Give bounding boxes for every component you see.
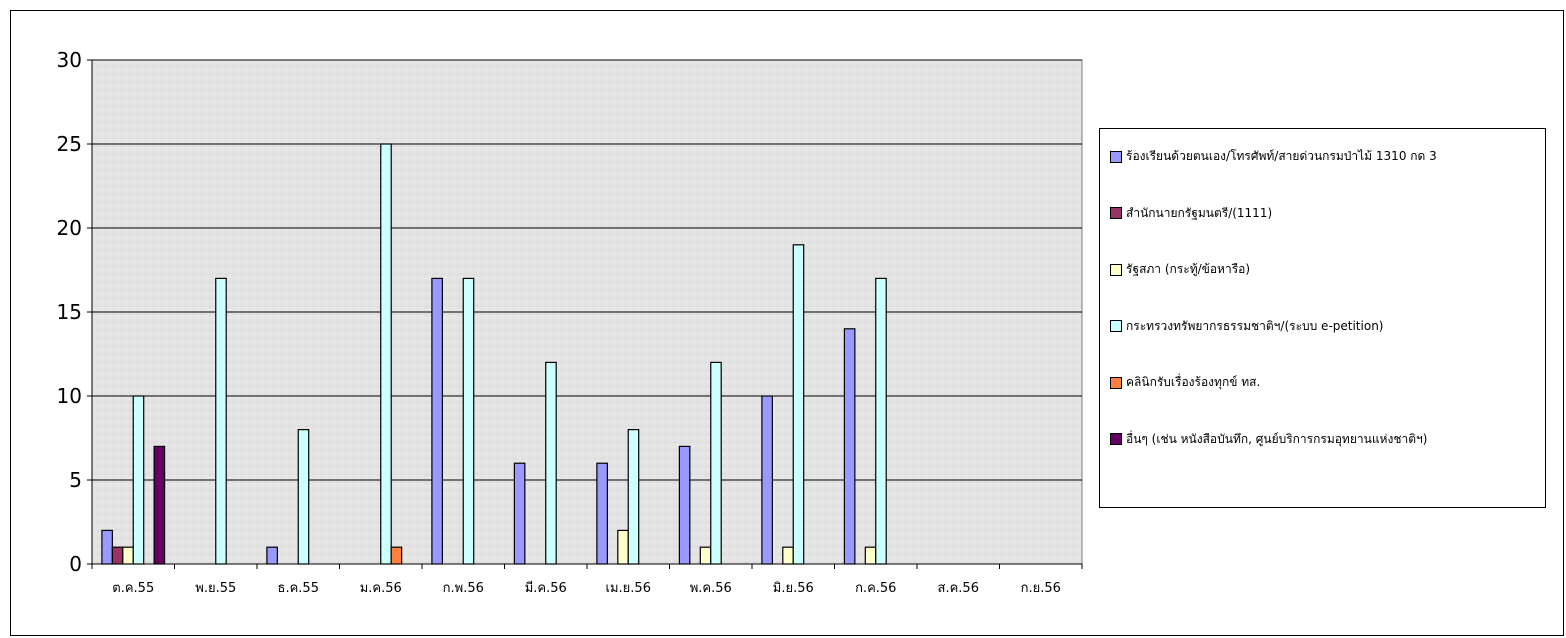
bar (792, 244, 805, 565)
bar (596, 462, 608, 565)
bar (617, 529, 629, 565)
bar (545, 361, 557, 565)
legend-swatch (1110, 207, 1122, 219)
bar (101, 529, 113, 565)
legend-item: อื่นๆ (เช่น หนังสือบันทึก, ศูนย์บริการกร… (1110, 430, 1427, 449)
x-tick-label: ธ.ค.55 (278, 581, 319, 596)
gridlines (92, 59, 1082, 481)
x-tick-label: พ.ค.56 (690, 581, 732, 596)
x-tick-label: ก.พ.56 (443, 581, 484, 596)
x-axis-ticks: ต.ค.55 พ.ย.55 ธ.ค.55 ม.ค.56 ก.พ.56 มี.ค.56 เม.… (91, 564, 1083, 596)
y-tick-label: 25 (57, 132, 82, 156)
bar (390, 546, 403, 565)
bar (380, 143, 392, 565)
y-tick-label: 10 (57, 384, 82, 408)
y-tick-label: 0 (69, 552, 82, 576)
legend-label: สำนักนายกรัฐมนตรี/(1111) (1126, 205, 1273, 220)
bar (627, 429, 640, 565)
legend-swatch (1110, 433, 1122, 445)
legend-swatch (1110, 320, 1122, 332)
x-tick-label: ส.ค.56 (938, 581, 979, 596)
legend-swatch (1110, 150, 1122, 163)
x-tick-label: ก.ค.56 (855, 581, 896, 596)
bar (699, 546, 712, 565)
bar (266, 546, 278, 565)
x-tick-label: มิ.ย.56 (773, 581, 814, 596)
legend-item: ร้องเรียนด้วยตนเอง/โทรศัพท์/สายด่วนกรมป่… (1110, 147, 1437, 166)
legend-label: รัฐสภา (กระทู้/ข้อหารือ) (1126, 262, 1251, 276)
legend-item: สำนักนายกรัฐมนตรี/(1111) (1110, 204, 1272, 223)
x-tick-label: พ.ย.55 (195, 581, 236, 596)
bar (462, 277, 475, 565)
bar (864, 546, 877, 565)
legend-item: รัฐสภา (กระทู้/ข้อหารือ) (1110, 260, 1250, 279)
bar (761, 395, 773, 565)
legend-label: คลินิกรับเรื่องร้องทุกข์ ทส. (1126, 375, 1261, 389)
legend-label: ร้องเรียนด้วยตนเอง/โทรศัพท์/สายด่วนกรมป่… (1126, 149, 1437, 163)
legend-item: กระทรวงทรัพยากรธรรมชาติฯ/(ระบบ e-petitio… (1110, 317, 1383, 336)
bar (710, 361, 722, 565)
bar (215, 277, 227, 565)
bar (297, 429, 310, 565)
legend-swatch (1110, 376, 1122, 389)
bar (111, 546, 124, 565)
legend-swatch (1110, 263, 1122, 276)
bar (153, 445, 166, 565)
bar (513, 462, 526, 565)
x-tick-label: เม.ย.56 (606, 581, 651, 596)
bar (678, 445, 691, 565)
y-tick-label: 20 (57, 216, 82, 240)
legend: ร้องเรียนด้วยตนเอง/โทรศัพท์/สายด่วนกรมป่… (1099, 128, 1546, 508)
x-tick-label: ม.ค.56 (360, 581, 402, 596)
y-axis-ticks: 0 5 10 15 20 25 30 (57, 48, 92, 576)
bar (843, 328, 856, 565)
x-tick-label: ต.ค.55 (112, 581, 154, 596)
y-tick-label: 30 (57, 48, 82, 72)
x-tick-label: ก.ย.56 (1021, 581, 1061, 596)
bar (132, 395, 145, 565)
bar (782, 546, 794, 565)
legend-item: คลินิกรับเรื่องร้องทุกข์ ทส. (1110, 373, 1260, 392)
y-tick-label: 15 (57, 300, 82, 324)
bar (431, 277, 443, 565)
legend-label: กระทรวงทรัพยากรธรรมชาติฯ/(ระบบ e-petitio… (1126, 318, 1384, 333)
bar (875, 277, 887, 565)
y-tick-label: 5 (69, 468, 82, 492)
bar (122, 546, 134, 565)
x-tick-label: มี.ค.56 (525, 580, 567, 596)
legend-label: อื่นๆ (เช่น หนังสือบันทึก, ศูนย์บริการกร… (1126, 431, 1428, 446)
